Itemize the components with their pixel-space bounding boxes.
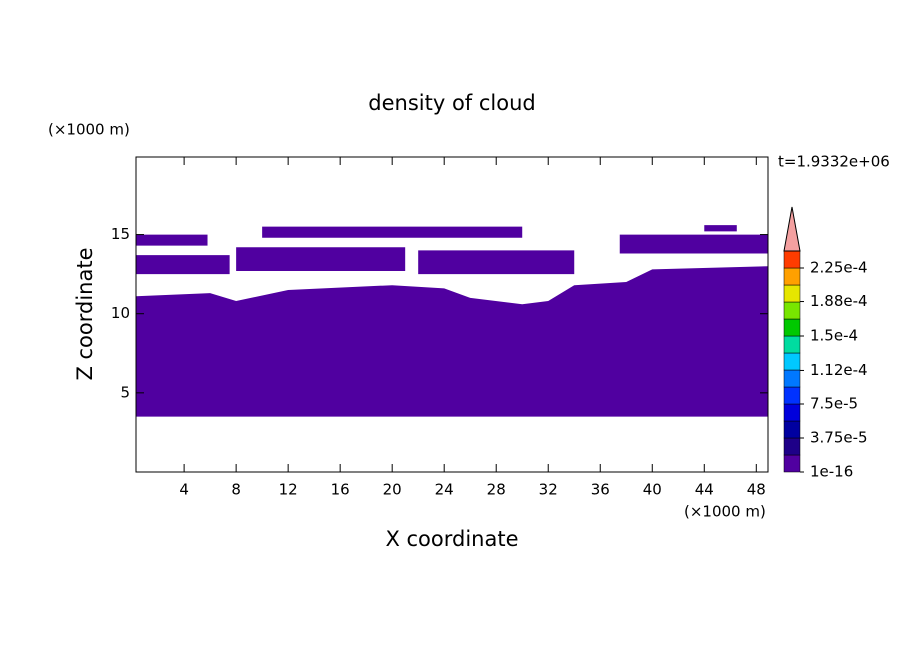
colorbar-band	[783, 454, 801, 473]
colorbar-extend	[783, 206, 801, 252]
x-tick-label: 36	[591, 481, 610, 499]
filled-region	[418, 250, 575, 275]
colorbar-band	[783, 386, 801, 405]
colorbar-band	[783, 420, 801, 439]
x-tick-label: 16	[331, 481, 350, 499]
colorbar-label: 1.12e-4	[810, 361, 868, 379]
filled-region	[619, 234, 768, 254]
filled-region	[136, 255, 230, 275]
plot-frame	[135, 156, 769, 473]
colorbar-band	[783, 403, 801, 422]
x-tick-label: 48	[747, 481, 766, 499]
x-tick-label: 32	[539, 481, 558, 499]
x-tick-label: 28	[487, 481, 506, 499]
filled-region	[262, 226, 523, 238]
colorbar-label: 1.5e-4	[810, 327, 858, 345]
filled-region	[136, 266, 768, 417]
colorbar-band	[783, 301, 801, 320]
x-tick-label: 8	[231, 481, 241, 499]
colorbar-label: 1e-16	[810, 463, 853, 481]
y-axis-label: Z coordinate	[73, 247, 97, 380]
x-tick-label: 44	[695, 481, 714, 499]
x-unit: (×1000 m)	[684, 503, 766, 521]
filled-region	[236, 247, 406, 271]
colorbar-label: 2.25e-4	[810, 259, 868, 277]
colorbar-band	[783, 369, 801, 388]
x-tick-label: 40	[643, 481, 662, 499]
filled-region	[136, 234, 208, 246]
x-tick-label: 20	[383, 481, 402, 499]
colorbar-label: 1.88e-4	[810, 292, 868, 310]
filled-region	[704, 225, 737, 232]
x-tick-label: 24	[435, 481, 454, 499]
colorbar-band	[783, 267, 801, 286]
colorbar-label: 3.75e-5	[810, 429, 868, 447]
x-tick-label: 4	[179, 481, 189, 499]
colorbar-band	[783, 352, 801, 371]
time-annotation: t=1.9332e+06	[778, 153, 890, 171]
y-unit: (×1000 m)	[48, 121, 130, 139]
colorbar-band	[783, 318, 801, 337]
y-tick-label: 15	[111, 225, 130, 243]
colorbar-band	[783, 437, 801, 456]
x-tick-label: 12	[279, 481, 298, 499]
colorbar-band	[783, 250, 801, 269]
y-tick-label: 10	[111, 304, 130, 322]
colorbar-label: 7.5e-5	[810, 395, 858, 413]
colorbar-band	[783, 335, 801, 354]
x-axis-label: X coordinate	[385, 527, 518, 551]
colorbar-band	[783, 284, 801, 303]
y-tick-label: 5	[120, 383, 130, 401]
chart-title: density of cloud	[368, 91, 535, 115]
